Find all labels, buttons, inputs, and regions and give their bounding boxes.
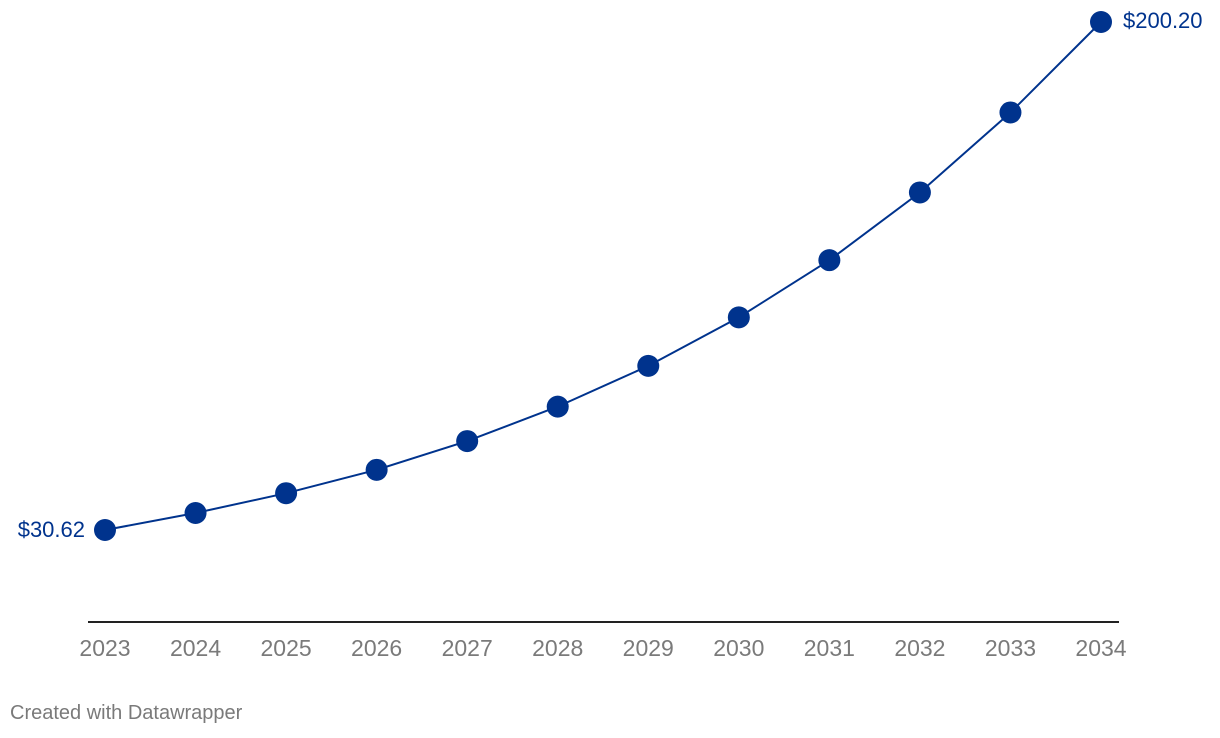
data-point xyxy=(94,519,116,541)
line-chart: 2023 2024 2025 2026 2027 2028 2029 2030 2031 2032… xyxy=(18,8,1203,661)
data-point xyxy=(637,354,660,377)
data-point xyxy=(184,501,207,524)
data-points xyxy=(94,11,1112,541)
x-tick-label: 2034 xyxy=(1075,635,1126,661)
x-axis-ticks: 2023 2024 2025 2026 2027 2028 2029 2030 2031 2032… xyxy=(79,635,1126,661)
data-point xyxy=(908,181,931,204)
x-tick-label: 2031 xyxy=(804,635,855,661)
x-tick-label: 2028 xyxy=(532,635,583,661)
x-tick-label: 2029 xyxy=(623,635,674,661)
data-point xyxy=(365,458,388,481)
x-tick-label: 2025 xyxy=(261,635,312,661)
x-tick-label: 2027 xyxy=(442,635,493,661)
x-tick-label: 2026 xyxy=(351,635,402,661)
data-point xyxy=(818,249,841,272)
x-tick-label: 2032 xyxy=(894,635,945,661)
data-label-last: $200.20 xyxy=(1123,8,1203,33)
x-tick-label: 2030 xyxy=(713,635,764,661)
x-tick-label: 2023 xyxy=(79,635,130,661)
credit-footer: Created with Datawrapper xyxy=(10,702,243,724)
data-point xyxy=(999,101,1022,124)
data-point xyxy=(456,430,479,453)
x-tick-label: 2024 xyxy=(170,635,221,661)
data-point xyxy=(275,482,298,505)
data-label-first: $30.62 xyxy=(18,517,85,542)
data-point xyxy=(546,395,569,418)
data-labels: $30.62 $200.20 xyxy=(18,8,1203,542)
x-tick-label: 2033 xyxy=(985,635,1036,661)
series-line xyxy=(104,21,1102,531)
data-point xyxy=(1090,11,1112,33)
data-point xyxy=(727,306,750,329)
